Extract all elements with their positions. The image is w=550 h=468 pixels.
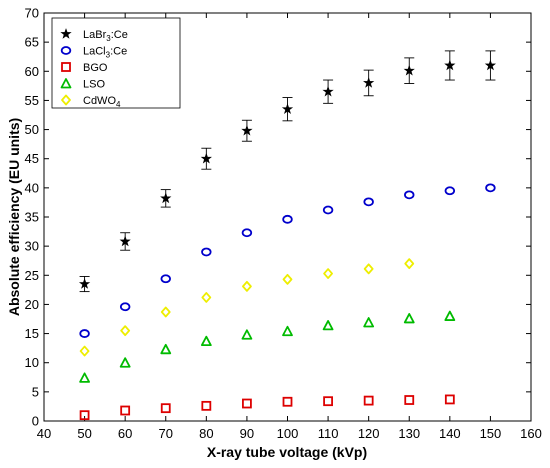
x-tick-label: 100 [277, 426, 299, 441]
y-tick-label: 0 [32, 414, 39, 429]
series-3-point [241, 329, 253, 340]
y-tick-label: 50 [25, 122, 39, 137]
series-1-point [241, 228, 253, 238]
series-1-point [404, 190, 415, 200]
y-tick-label: 70 [25, 6, 39, 21]
series-0-point [241, 124, 253, 136]
series-0-point [484, 59, 497, 71]
data-marks [78, 50, 497, 421]
series-2-point [242, 398, 252, 409]
legend: LaBr3:Ce LaCl3:Ce BGO LSO CdWO4 [51, 17, 181, 109]
series-2-point [363, 395, 374, 406]
legend-marker-2 [61, 62, 71, 72]
series-0-point [403, 64, 415, 76]
legend-label-1: LaCl3:Ce [83, 46, 127, 60]
legend-marker-4 [61, 94, 71, 106]
series-2-point [323, 396, 333, 407]
x-tick-label: 160 [520, 426, 542, 441]
series-2-point [282, 396, 293, 407]
series-4-point [201, 292, 212, 303]
series-3-point [119, 357, 131, 368]
legend-marker-1 [60, 46, 72, 55]
series-2-point [404, 395, 415, 405]
x-tick-label: 120 [358, 426, 380, 441]
x-tick-label: 80 [199, 426, 213, 441]
legend-marker-3 [60, 78, 72, 89]
legend-label-0: LaBr3:Ce [83, 29, 128, 43]
series-1-point [282, 214, 293, 224]
legend-box [51, 17, 181, 109]
y-tick-label: 30 [25, 239, 39, 254]
axis-ticks: 40 50 60 70 80 90 100 110 120 130 140 150 160 0 5 10 15 2… [25, 6, 542, 442]
series-3-point [282, 325, 293, 337]
y-tick-label: 65 [25, 35, 39, 50]
x-tick-label: 40 [37, 426, 51, 441]
y-tick-label: 10 [25, 355, 39, 370]
series-4-point [282, 273, 293, 285]
x-axis-label: X-ray tube voltage (kVp) [207, 444, 367, 460]
series-4-point [160, 306, 171, 318]
y-tick-label: 15 [25, 326, 39, 341]
series-0-point [119, 235, 131, 247]
legend-label-3: LSO [83, 79, 105, 91]
x-tick-label: 130 [398, 426, 420, 441]
series-0-point [363, 77, 375, 88]
x-tick-label: 50 [77, 426, 91, 441]
series-3-point [444, 310, 456, 321]
series-4-point [363, 263, 374, 275]
legend-label-2: BGO [83, 62, 108, 74]
x-tick-label: 110 [318, 426, 339, 441]
y-axis-label: Absolute efficiency (EU units) [6, 118, 22, 316]
series-0-point [281, 103, 294, 114]
legend-marker-0 [60, 28, 72, 39]
x-tick-label: 90 [240, 426, 254, 441]
series-1-point [119, 302, 131, 312]
series-4-point [323, 268, 333, 279]
series-0-point [322, 85, 334, 97]
series-3-point [322, 320, 334, 331]
series-0-point [78, 278, 91, 289]
series-3-point [363, 317, 375, 328]
x-tick-label: 70 [159, 426, 173, 441]
y-tick-label: 45 [25, 151, 39, 166]
series-1-point [322, 205, 334, 215]
series-1-point [160, 274, 171, 284]
legend-label-4: CdWO4 [83, 95, 121, 109]
series-2-point [79, 410, 90, 421]
series-1-point [79, 329, 90, 338]
y-tick-label: 60 [25, 64, 39, 79]
series-2-point [120, 405, 131, 416]
y-tick-label: 35 [25, 210, 39, 225]
series-1-point [485, 183, 496, 193]
series-2-point [160, 403, 171, 414]
x-tick-label: 150 [480, 426, 502, 441]
y-tick-label: 40 [25, 180, 39, 195]
x-tick-label: 140 [439, 426, 461, 441]
y-tick-label: 20 [25, 297, 39, 312]
series-0-point [200, 152, 212, 164]
series-3-point [79, 372, 90, 383]
series-0-point [160, 192, 172, 204]
series-4-point [120, 325, 131, 337]
series-1-point [201, 247, 212, 257]
series-4-point [404, 258, 415, 270]
series-2-point [444, 394, 455, 405]
series-1-point [444, 186, 456, 196]
series-3-point [200, 335, 212, 347]
series-3-point [403, 313, 415, 324]
y-tick-label: 25 [25, 268, 39, 283]
y-tick-label: 55 [25, 93, 39, 108]
series-3-point [160, 343, 172, 355]
x-tick-label: 60 [118, 426, 132, 441]
series-4-point [242, 280, 252, 292]
y-tick-label: 5 [32, 384, 39, 399]
series-2-point [201, 400, 212, 411]
series-1-point [363, 197, 374, 207]
series-4-point [79, 345, 90, 357]
series-0-point [444, 59, 456, 71]
